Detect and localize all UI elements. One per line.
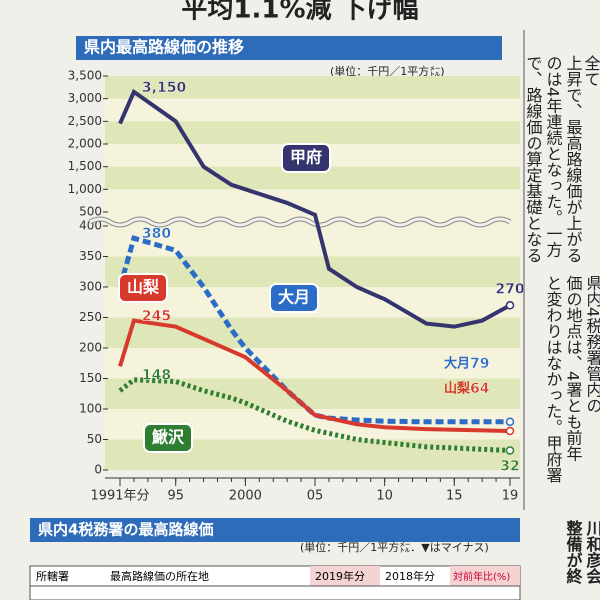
stripe xyxy=(105,378,520,409)
y-tick-label: 3,000 xyxy=(68,91,102,105)
line xyxy=(118,377,511,453)
series-callout xyxy=(281,143,331,173)
column-text: のは4年連続となった。一方 xyxy=(544,55,563,258)
series-callout xyxy=(143,423,193,453)
series-name: 大月 xyxy=(278,288,310,307)
stripe xyxy=(105,76,520,99)
y-tick-label: 300 xyxy=(79,280,102,294)
x-tick-label: 95 xyxy=(167,489,184,504)
y-tick-label: 150 xyxy=(79,371,102,385)
y-tick-label: 2,000 xyxy=(68,137,102,151)
table xyxy=(29,565,521,600)
table-header: 2019年分 xyxy=(315,569,365,583)
value-label: 270 xyxy=(495,281,524,297)
stripe xyxy=(105,256,520,287)
y-tick-label: 50 xyxy=(87,432,102,446)
table-header: 2018年分 xyxy=(385,569,435,583)
stripe xyxy=(105,121,520,144)
x-tick-label: 05 xyxy=(307,489,324,504)
x-tick-label: 1991年分 xyxy=(90,489,149,504)
table-header: 最高路線価の所在地 xyxy=(110,569,209,583)
end-series-name: 大月 xyxy=(444,355,470,371)
value-label: 64 xyxy=(470,381,490,397)
y-tick-label: 3,500 xyxy=(68,69,102,83)
table-title-bar xyxy=(30,518,520,542)
y-tick-label: 100 xyxy=(79,402,102,416)
end-marker xyxy=(505,417,515,427)
line xyxy=(118,88,511,329)
value-label: 32 xyxy=(500,458,519,474)
chart-subtitle: (単位：千円／1平方㍍) xyxy=(330,64,445,78)
chart-title: 県内最高路線価の推移 xyxy=(84,38,244,57)
value-label: 148 xyxy=(142,368,171,384)
series-callout xyxy=(269,283,319,313)
y-tick-label: 1,500 xyxy=(68,159,102,173)
x-tick-label: 15 xyxy=(446,489,463,504)
x-tick-label: 2000 xyxy=(229,489,262,504)
y-tick-label: 0 xyxy=(94,463,102,477)
column-text: 県内4税務署管内の xyxy=(584,275,600,413)
table-cell-bg xyxy=(450,566,520,586)
y-tick-label: 500 xyxy=(79,205,102,219)
y-tick-label: 350 xyxy=(79,249,102,263)
value-label: 79 xyxy=(470,356,489,372)
line xyxy=(118,318,511,433)
end-marker xyxy=(505,426,515,436)
line xyxy=(117,235,510,425)
axis-break xyxy=(89,217,511,227)
y-tick-label: 250 xyxy=(79,310,102,324)
column-text: 整備が終 xyxy=(564,519,584,585)
column-text: 上昇で、最高路線価が上がる xyxy=(564,55,583,263)
series-name: 山梨 xyxy=(127,278,160,297)
x-tick-label: 10 xyxy=(376,489,393,504)
stripe xyxy=(105,317,520,348)
y-tick-label: 200 xyxy=(79,341,102,355)
y-tick-label: 2,500 xyxy=(68,114,102,128)
y-tick-label: 1,000 xyxy=(68,182,102,196)
table-title: 県内4税務署の最高路線価 xyxy=(38,521,213,539)
column-text: 川和彦会 xyxy=(584,520,600,585)
table-unit: (単位：千円／1平方㍍．▼はマイナス) xyxy=(300,540,489,554)
column-text: 価の地点は、4署とも前年 xyxy=(564,275,583,461)
value-label: 3,150 xyxy=(142,80,187,96)
end-marker xyxy=(505,446,515,455)
x-tick-label: 19 xyxy=(502,489,519,504)
column-text: と変わりはなかった。甲府署 xyxy=(544,275,563,483)
title-bar xyxy=(76,36,502,60)
series-name: 鰍沢 xyxy=(151,428,185,447)
column-text: で、路線価の算定基礎となる xyxy=(524,55,543,263)
table-header: 対前年比(%) xyxy=(453,570,510,583)
value-label: 245 xyxy=(142,309,171,325)
column-text: 全て xyxy=(582,55,600,87)
end-marker xyxy=(505,301,515,310)
series-callout xyxy=(118,273,168,303)
headline: 平均1.1%減 下げ幅 xyxy=(181,0,418,25)
value-label: 380 xyxy=(142,226,171,242)
table-cell-bg xyxy=(310,566,380,586)
table-header: 所轄署 xyxy=(36,569,69,583)
series-name: 甲府 xyxy=(290,148,322,167)
end-series-name: 山梨 xyxy=(444,380,471,396)
